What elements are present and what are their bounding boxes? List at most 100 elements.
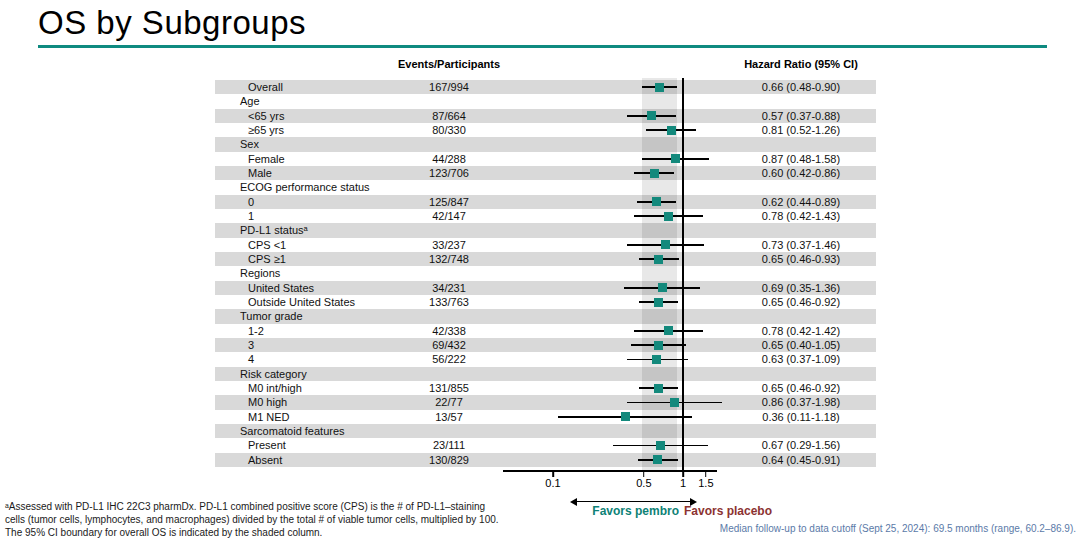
row-label: <65 yrs [248, 109, 284, 123]
row-events: 33/237 [432, 238, 466, 252]
row-label: Overall [248, 80, 283, 94]
row-label: 0 [248, 195, 254, 209]
favors-placebo-label: Favors placebo [684, 504, 772, 518]
row-events: 132/748 [429, 252, 469, 266]
row-hazard-ratio: 0.65 (0.46-0.92) [762, 295, 840, 309]
hr-marker [670, 398, 679, 407]
row-events: 87/664 [432, 109, 466, 123]
axis-tick-label: 0.5 [636, 477, 651, 489]
row-label: M0 high [248, 395, 287, 409]
row-label: 1 [248, 209, 254, 223]
hr-marker [671, 154, 680, 163]
axis-line [503, 470, 717, 472]
row-band [215, 367, 876, 381]
row-events: 42/338 [432, 324, 466, 338]
row-label: CPS <1 [248, 238, 286, 252]
subgroup-header-label: Sarcomatoid features [240, 424, 345, 438]
page-title: OS by Subgroups [38, 4, 306, 42]
reference-line [682, 78, 684, 470]
row-events: 56/222 [432, 352, 466, 366]
row-hazard-ratio: 0.67 (0.29-1.56) [762, 438, 840, 452]
hr-marker [652, 197, 661, 206]
title-rule [38, 45, 1047, 48]
hr-marker [653, 455, 662, 464]
row-events: 23/111 [433, 438, 465, 452]
row-events: 69/432 [432, 338, 466, 352]
row-hazard-ratio: 0.69 (0.35-1.36) [762, 281, 840, 295]
axis-tick [643, 472, 645, 477]
subgroup-header-label: Regions [240, 266, 280, 280]
row-events: 123/706 [429, 166, 469, 180]
arrow-line [577, 501, 690, 503]
hr-marker [655, 83, 664, 92]
hr-marker [664, 326, 673, 335]
row-events: 34/231 [432, 281, 466, 295]
row-events: 130/829 [429, 453, 469, 467]
subgroup-header-label: Tumor grade [240, 309, 303, 323]
hr-marker [621, 412, 630, 421]
row-events: 125/847 [429, 195, 469, 209]
subgroup-header-label: Age [240, 94, 260, 108]
row-hazard-ratio: 0.87 (0.48-1.58) [762, 152, 840, 166]
hr-marker [658, 283, 667, 292]
row-label: CPS ≥1 [248, 252, 286, 266]
row-label: Female [248, 152, 285, 166]
row-hazard-ratio: 0.66 (0.48-0.90) [762, 80, 840, 94]
row-events: 131/855 [429, 381, 469, 395]
hr-marker [654, 384, 663, 393]
row-hazard-ratio: 0.81 (0.52-1.26) [762, 123, 840, 137]
row-events: 44/288 [432, 152, 466, 166]
hr-marker [664, 212, 673, 221]
row-label: Outside United States [248, 295, 355, 309]
row-events: 133/763 [429, 295, 469, 309]
hr-marker [667, 126, 676, 135]
row-band [215, 223, 876, 237]
row-label: M1 NED [248, 410, 290, 424]
subgroup-header-label: Risk category [240, 367, 307, 381]
row-label: Male [248, 166, 272, 180]
hr-marker [647, 111, 656, 120]
row-label: 1-2 [248, 324, 264, 338]
subgroup-header-label: Sex [240, 137, 259, 151]
row-band [215, 309, 876, 323]
row-label: ≥65 yrs [248, 123, 284, 137]
hr-marker [661, 240, 670, 249]
row-hazard-ratio: 0.60 (0.42-0.86) [762, 166, 840, 180]
arrowhead-left-icon [570, 498, 577, 506]
row-hazard-ratio: 0.64 (0.45-0.91) [762, 453, 840, 467]
footnote-line: The 95% CI boundary for overall OS is in… [5, 527, 499, 540]
events-column-header: Events/Participants [398, 58, 500, 70]
row-events: 167/994 [429, 80, 469, 94]
row-hazard-ratio: 0.65 (0.46-0.93) [762, 252, 840, 266]
row-hazard-ratio: 0.65 (0.40-1.05) [762, 338, 840, 352]
slide: OS by Subgroups Events/Participants Haza… [0, 0, 1080, 548]
row-events: 80/330 [432, 123, 466, 137]
row-events: 22/77 [435, 395, 463, 409]
favors-pembro-label: Favors pembro [592, 504, 679, 518]
subgroup-header-label: PD-L1 statusᵃ [240, 223, 308, 237]
axis-tick-label: 1.5 [698, 477, 713, 489]
row-label: Present [248, 438, 286, 452]
hr-marker [650, 169, 659, 178]
row-events: 13/57 [435, 410, 463, 424]
row-hazard-ratio: 0.86 (0.37-1.98) [762, 395, 840, 409]
row-label: United States [248, 281, 314, 295]
row-hazard-ratio: 0.65 (0.46-0.92) [762, 381, 840, 395]
axis-tick-label: 0.1 [545, 477, 560, 489]
footnote: ᵃAssessed with PD-L1 IHC 22C3 pharmDx. P… [5, 501, 499, 540]
shaded-ci-column [642, 78, 677, 470]
row-hazard-ratio: 0.57 (0.37-0.88) [762, 109, 840, 123]
axis-tick [552, 472, 554, 477]
hazard-ratio-column-header: Hazard Ratio (95% CI) [744, 58, 858, 70]
hr-marker [654, 341, 663, 350]
hr-marker [652, 355, 661, 364]
median-followup-note: Median follow-up to data cutoff (Sept 25… [720, 523, 1076, 534]
footnote-line: ᵃAssessed with PD-L1 IHC 22C3 pharmDx. P… [5, 501, 499, 514]
axis-tick-label: 1 [680, 477, 686, 489]
row-label: Absent [248, 453, 282, 467]
row-hazard-ratio: 0.36 (0.11-1.18) [762, 410, 839, 424]
footnote-line: cells (tumor cells, lymphocytes, and mac… [5, 514, 499, 527]
row-hazard-ratio: 0.63 (0.37-1.09) [762, 352, 840, 366]
axis-tick [705, 472, 707, 477]
row-label: M0 int/high [248, 381, 302, 395]
